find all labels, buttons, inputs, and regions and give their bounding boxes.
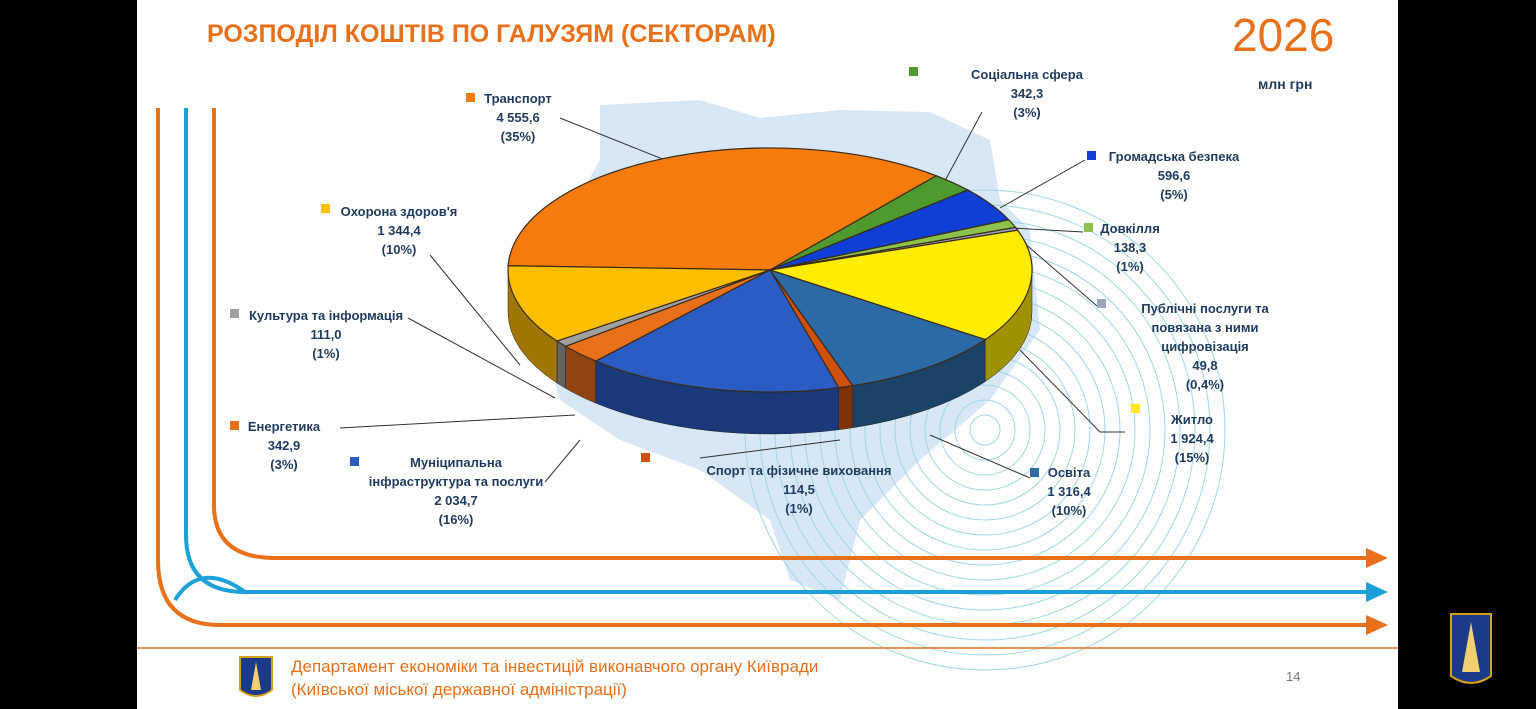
value-label: 1 316,4 bbox=[1047, 484, 1091, 499]
data-label: Охорона здоров'я 1 344,4 (10%) bbox=[319, 202, 479, 259]
arrows bbox=[156, 108, 1368, 627]
legend-swatch bbox=[1084, 223, 1093, 232]
value-label: 2 034,7 bbox=[434, 493, 478, 508]
coat-of-arms bbox=[239, 613, 1492, 697]
category-label: Охорона здоров'я bbox=[340, 204, 458, 219]
percent-label: (1%) bbox=[785, 501, 813, 516]
data-label: Житло 1 924,4 (15%) bbox=[1147, 410, 1237, 467]
pie-side bbox=[556, 340, 566, 389]
category-label: Енергетика bbox=[247, 419, 321, 434]
value-label: 4 555,6 bbox=[496, 110, 540, 125]
category-label: Житло bbox=[1171, 412, 1213, 427]
percent-label: (10%) bbox=[381, 242, 417, 257]
year-label: 2026 bbox=[1232, 9, 1335, 61]
legend-swatch bbox=[230, 309, 239, 318]
pie-slice bbox=[507, 147, 938, 271]
legend-swatch bbox=[466, 93, 475, 102]
data-label: Енергетика 342,9 (3%) bbox=[229, 417, 339, 474]
percent-label: (1%) bbox=[312, 346, 340, 361]
pie-side bbox=[838, 385, 854, 431]
arrowhead bbox=[1366, 582, 1388, 602]
arrowhead bbox=[1366, 615, 1388, 635]
category-label: Громадська безпека bbox=[1108, 149, 1240, 164]
value-label: 596,6 bbox=[1157, 168, 1191, 183]
data-label: Транспорт 4 555,6 (35%) bbox=[463, 89, 573, 146]
data-label: Муніципальна інфраструктура та послуги 2 … bbox=[361, 453, 551, 529]
category-label: Соціальна сфера bbox=[971, 67, 1083, 82]
data-label: Спорт та фізичне виховання 114,5 (1%) bbox=[684, 461, 914, 518]
data-label: Публічні послуги та повязана з ними цифр… bbox=[1130, 299, 1280, 394]
value-label: 342,3 bbox=[1010, 86, 1044, 101]
legend-swatch bbox=[1131, 404, 1140, 413]
value-label: 1 344,4 bbox=[377, 223, 421, 238]
legend-swatch bbox=[230, 421, 239, 430]
percent-label: (35%) bbox=[500, 129, 536, 144]
value-label: 49,8 bbox=[1192, 358, 1218, 373]
category-label: Освіта bbox=[1047, 465, 1091, 480]
pie-tops bbox=[507, 147, 1033, 393]
pie-slice bbox=[507, 265, 771, 342]
data-label: Освіта 1 316,4 (10%) bbox=[1024, 463, 1114, 520]
category-label: Транспорт bbox=[484, 91, 552, 106]
value-label: 138,3 bbox=[1113, 240, 1147, 255]
page-number: 14 bbox=[1286, 669, 1301, 684]
data-label: Громадська безпека 596,6 (5%) bbox=[1094, 147, 1254, 204]
legend-swatch bbox=[1087, 151, 1096, 160]
legend-swatch bbox=[1097, 299, 1106, 308]
percent-label: (0,4%) bbox=[1185, 377, 1225, 392]
footer-line: (Київської міської державної адміністрац… bbox=[291, 680, 627, 699]
arrowhead bbox=[1366, 548, 1388, 568]
data-label: Культура та інформація 111,0 (1%) bbox=[236, 306, 416, 363]
category-label: Муніципальна інфраструктура та послуги bbox=[368, 455, 544, 489]
percent-label: (16%) bbox=[438, 512, 474, 527]
footer-line: Департамент економіки та інвестицій вико… bbox=[291, 657, 819, 676]
pie-slice bbox=[594, 269, 840, 393]
percent-label: (3%) bbox=[1013, 105, 1041, 120]
percent-label: (3%) bbox=[270, 457, 298, 472]
data-label: Соціальна сфера 342,3 (3%) bbox=[947, 65, 1107, 122]
chart-title: РОЗПОДІЛ КОШТІВ ПО ГАЛУЗЯМ (СЕКТОРАМ) bbox=[207, 20, 776, 48]
legend-swatch bbox=[350, 457, 359, 466]
category-label: Публічні послуги та повязана з ними цифр… bbox=[1141, 301, 1269, 354]
percent-label: (5%) bbox=[1160, 187, 1188, 202]
data-label: Довкілля 138,3 (1%) bbox=[1085, 219, 1175, 276]
value-label: 1 924,4 bbox=[1170, 431, 1214, 446]
legend-swatch bbox=[909, 67, 918, 76]
pie-slice bbox=[769, 229, 1033, 341]
percent-label: (10%) bbox=[1051, 503, 1087, 518]
category-label: Довкілля bbox=[1100, 221, 1160, 236]
legend-swatch bbox=[1030, 468, 1039, 477]
legend-swatch bbox=[641, 453, 650, 462]
category-label: Культура та інформація bbox=[248, 308, 404, 323]
category-label: Спорт та фізичне виховання bbox=[706, 463, 892, 478]
percent-label: (1%) bbox=[1116, 259, 1144, 274]
legend-swatch bbox=[321, 204, 330, 213]
value-label: 114,5 bbox=[783, 482, 815, 497]
leader-lines bbox=[339, 111, 1125, 483]
percent-label: (15%) bbox=[1174, 450, 1210, 465]
pie-slice bbox=[768, 268, 987, 387]
value-label: 342,9 bbox=[267, 438, 301, 453]
value-label: 111,0 bbox=[310, 327, 342, 342]
unit-label: млн грн bbox=[1258, 76, 1313, 92]
